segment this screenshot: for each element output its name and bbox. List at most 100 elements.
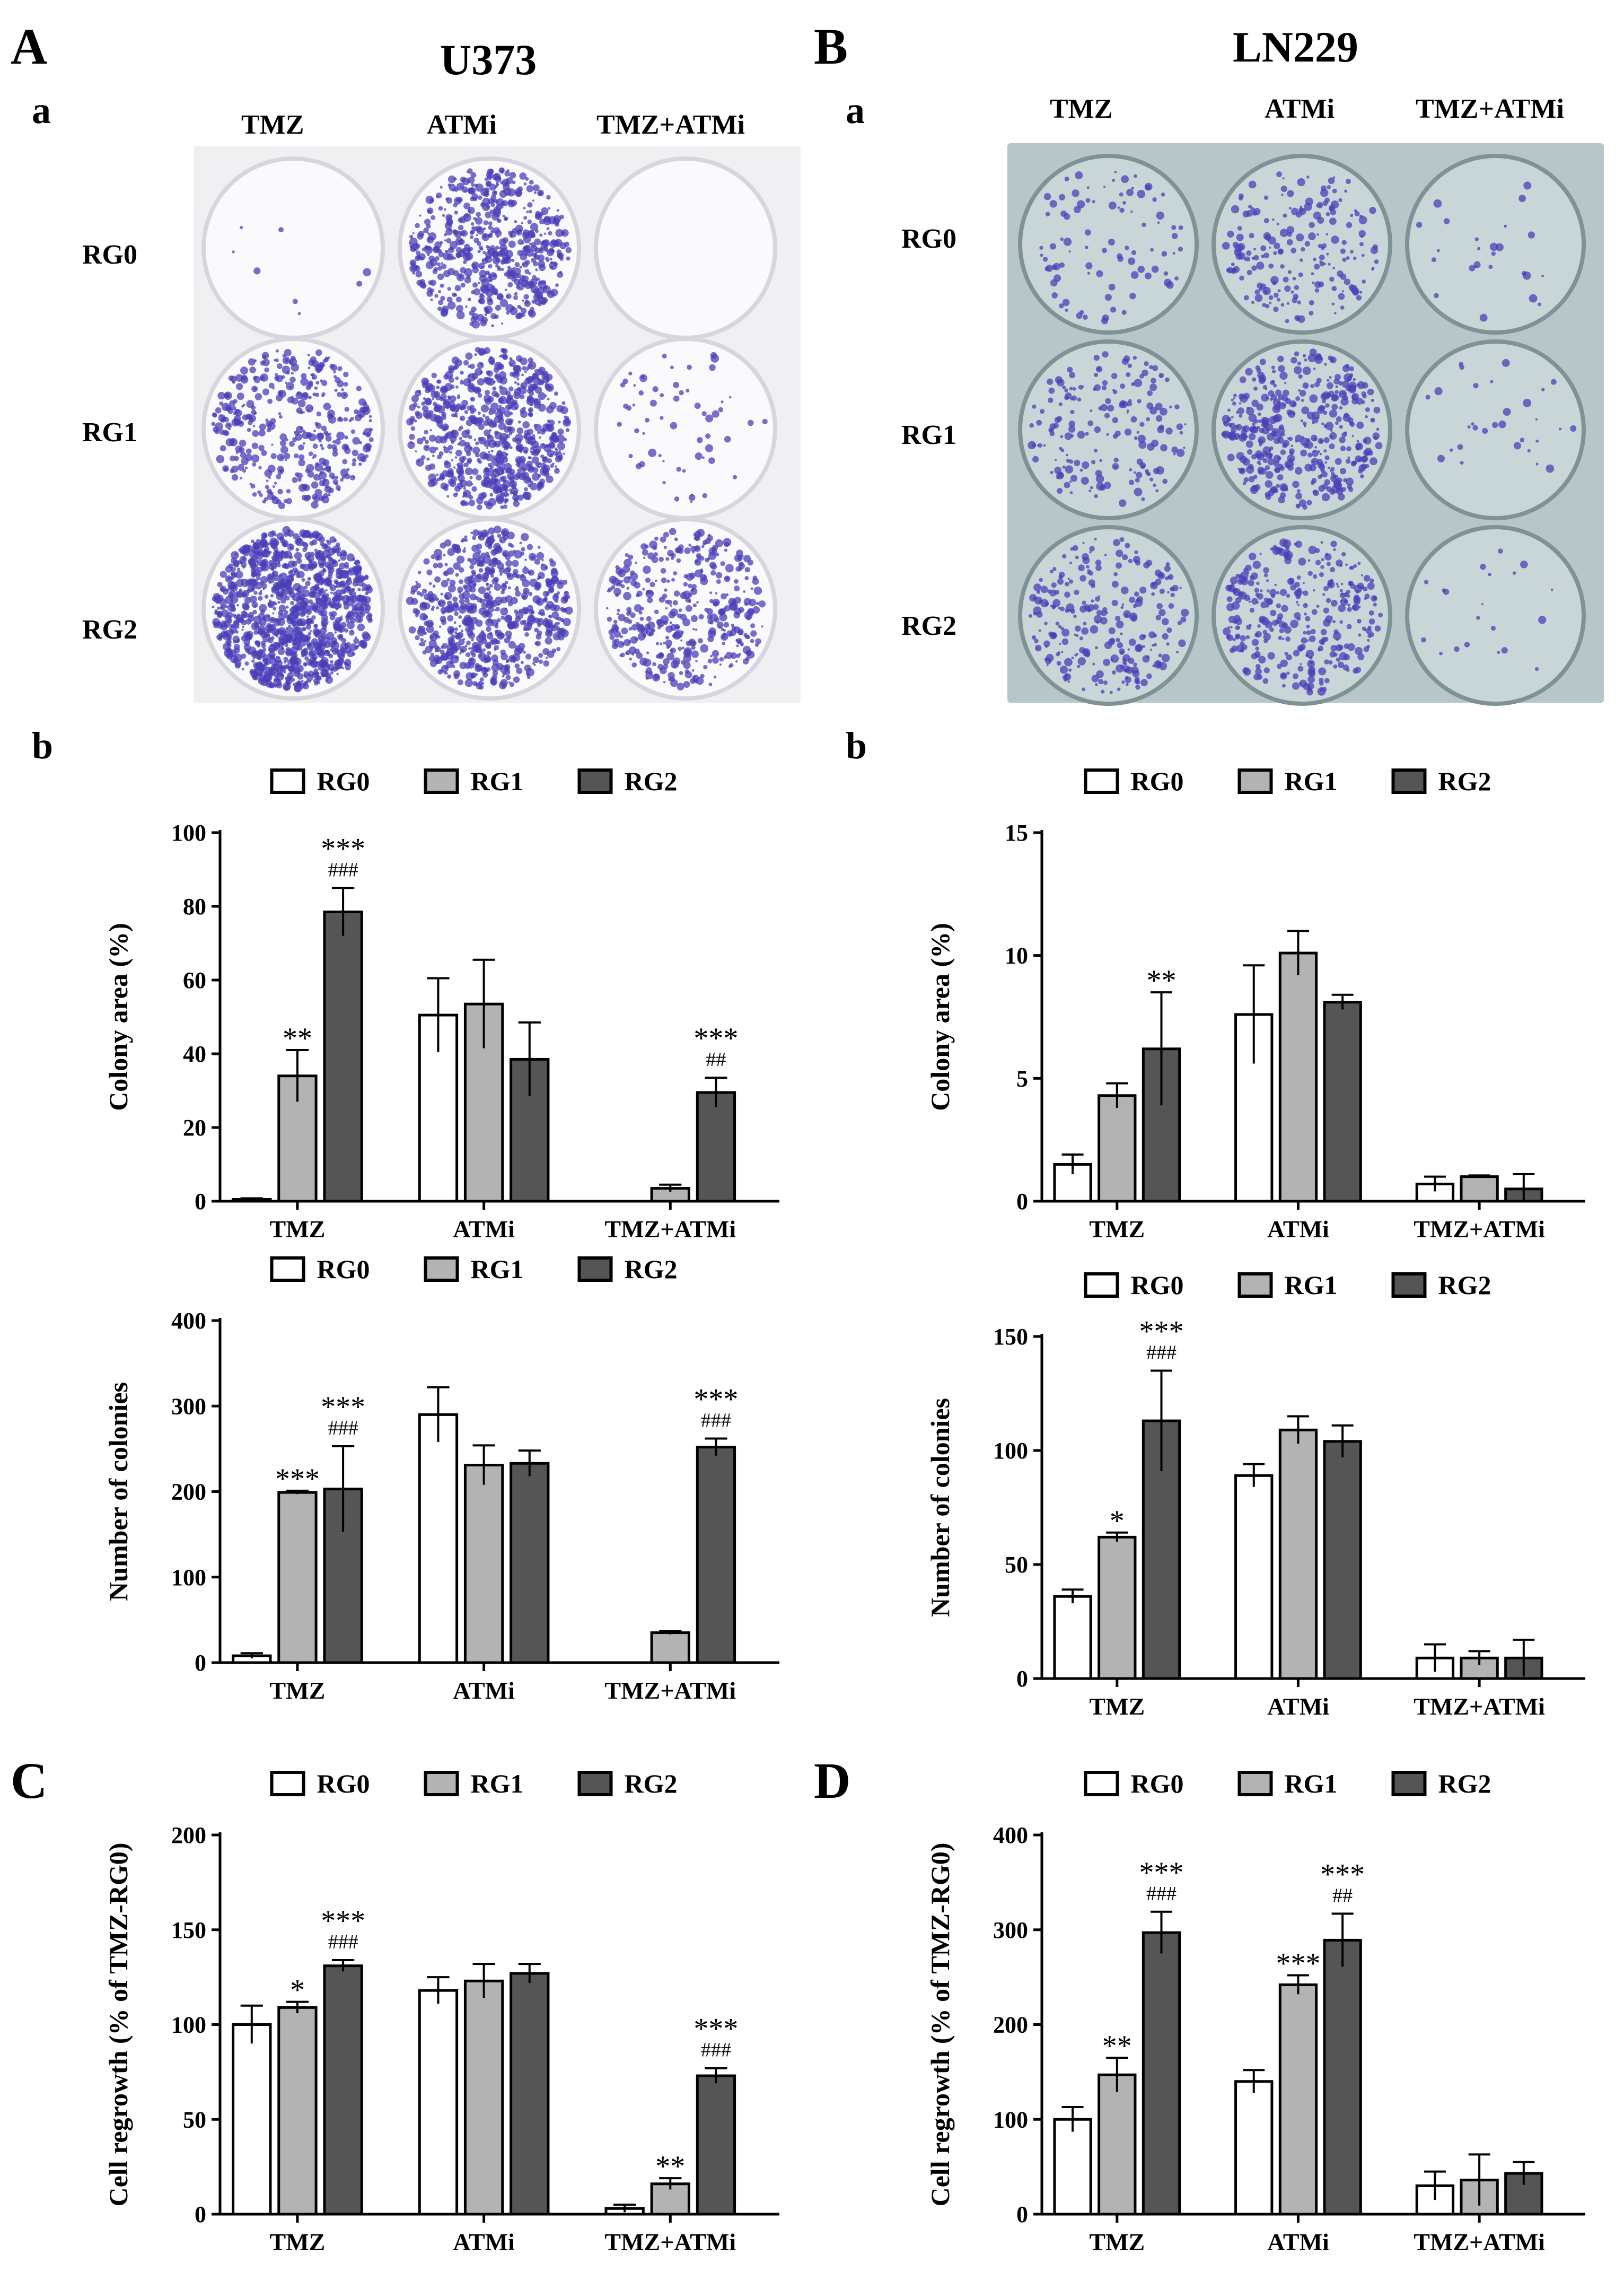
colony-dot (1146, 417, 1151, 422)
colony-dot (352, 652, 356, 656)
colony-dot (1176, 423, 1183, 430)
colony-dot (1082, 600, 1086, 605)
colony-dot (611, 585, 616, 590)
colony-dot (313, 429, 317, 433)
colony-dot (543, 215, 551, 223)
colony-dot (1125, 246, 1129, 250)
colony-dot (682, 469, 686, 473)
colony-dot (234, 553, 238, 556)
colony-dot (1346, 222, 1353, 229)
colony-dot (276, 394, 283, 401)
colony-dot (1345, 458, 1351, 464)
colony-dot (1307, 452, 1313, 458)
colony-dot (670, 604, 672, 607)
colony-dot (626, 611, 631, 616)
petri-dish (594, 156, 777, 340)
colony-dot (455, 252, 462, 258)
colony-dot (275, 582, 283, 590)
colony-dot (219, 401, 224, 406)
colony-dot (1306, 175, 1310, 179)
colony-dot (556, 582, 564, 589)
colony-dot (505, 304, 514, 313)
colony-dot (212, 605, 215, 609)
colony-dot (1137, 265, 1145, 273)
colony-dot (1372, 432, 1380, 440)
colony-dot (326, 554, 330, 559)
colony-dot (251, 601, 258, 608)
colony-dot (250, 484, 256, 489)
colony-dot (289, 441, 295, 447)
colony-dot (504, 256, 512, 264)
colony-dot (1331, 471, 1335, 476)
colony-dot (542, 467, 549, 474)
colony-dot (453, 270, 459, 276)
colony-dot (453, 545, 461, 553)
colony-dot (485, 211, 492, 219)
colony-dot (453, 466, 456, 469)
colony-dot (660, 567, 666, 574)
colony-dot (308, 599, 313, 604)
colony-dot (496, 496, 504, 504)
colony-dot (613, 588, 621, 596)
colony-dot (302, 530, 310, 537)
colony-dot (472, 645, 480, 653)
colony-dot (337, 658, 344, 666)
colony-dot (230, 439, 235, 444)
colony-dot (297, 680, 302, 685)
colony-dot (282, 526, 291, 535)
colony-dot (470, 172, 477, 178)
colony-dot (248, 612, 254, 618)
colony-dot (515, 433, 523, 442)
colony-dot (1320, 189, 1329, 197)
colony-dot (521, 547, 525, 552)
colony-dot (1243, 258, 1247, 261)
colony-dot (275, 634, 279, 637)
colony-dot (645, 677, 648, 680)
colony-dot (707, 635, 714, 642)
colony-dot (1251, 265, 1257, 271)
colony-dot (617, 580, 622, 585)
colony-dot (707, 557, 710, 561)
colony-dot (1291, 248, 1297, 254)
colony-dot (420, 641, 426, 647)
colony-dot (343, 551, 348, 557)
colony-dot (489, 639, 495, 645)
colony-dot (333, 579, 339, 584)
colony-dot (505, 630, 512, 637)
colony-dot (517, 186, 523, 192)
colony-dot (427, 238, 431, 241)
colony-dot (491, 250, 499, 258)
colony-dot (435, 256, 440, 261)
colony-dot (1228, 423, 1233, 427)
colony-dot (290, 601, 295, 606)
colony-dot (253, 359, 257, 363)
colony-dot (308, 395, 312, 399)
colony-dot (1288, 207, 1292, 210)
colony-dot (548, 248, 555, 254)
colony-dot (226, 588, 230, 592)
colony-dot (340, 580, 346, 587)
colony-dot (453, 177, 457, 181)
colony-dot (521, 384, 524, 388)
colony-dot (1146, 673, 1152, 679)
colony-dot (291, 397, 299, 405)
colony-dot (1160, 444, 1167, 452)
colony-dot (436, 386, 440, 389)
colony-dot (738, 607, 744, 613)
colony-dot (450, 375, 453, 378)
colony-dot (756, 601, 759, 605)
colony-dot (298, 459, 305, 467)
colony-dot (1269, 301, 1272, 304)
colony-dot (1328, 263, 1331, 266)
colony-dot (555, 283, 559, 287)
colony-dot (527, 605, 533, 611)
colony-dot (1252, 422, 1256, 426)
colony-dot (497, 397, 504, 404)
colony-dot (724, 435, 731, 443)
colony-dot (352, 462, 356, 467)
colony-dot (528, 408, 532, 412)
colony-dot (1474, 237, 1479, 241)
colony-dot (433, 563, 438, 569)
colony-dot (734, 597, 741, 604)
colony-dot (344, 628, 349, 633)
